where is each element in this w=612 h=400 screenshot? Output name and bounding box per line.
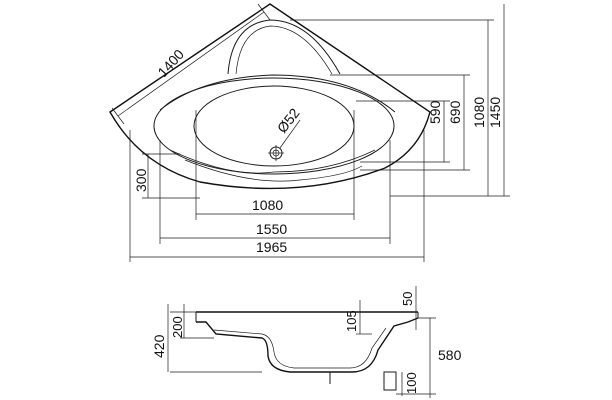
side-profile [196,317,419,373]
tub-seat-curve-2 [184,159,363,182]
tub-basin-outer [153,77,395,175]
dim-690: 690 [447,100,463,124]
tub-backrest-inner [235,25,333,75]
tub-outline [109,3,431,190]
drain-icon [268,145,284,161]
dim-100: 100 [404,372,419,394]
dim-1080-horizontal: 1080 [252,197,283,213]
dim-420: 420 [151,334,167,358]
side-view: 420 200 105 50 580 100 [151,286,462,398]
dim-1450: 1450 [487,97,503,128]
dim-580: 580 [438,347,462,363]
dim-1080-vertical: 1080 [471,97,487,128]
dim-line-diagonal [117,11,265,117]
dim-1965: 1965 [256,239,287,255]
dim-drain-diameter: Ø52 [274,105,303,136]
dim-105: 105 [344,310,359,332]
dim-300: 300 [133,168,149,192]
dim-200: 200 [170,316,185,338]
dim-1550: 1550 [256,221,287,237]
tub-seat-curve [169,149,376,174]
top-view: Ø52 1400 300 1080 1550 1965 590 [109,3,510,262]
drain-leader [279,119,301,149]
side-profile-inner [213,327,387,369]
dim-590: 590 [427,100,443,124]
tub-rim [159,74,396,113]
dim-50: 50 [400,292,415,306]
